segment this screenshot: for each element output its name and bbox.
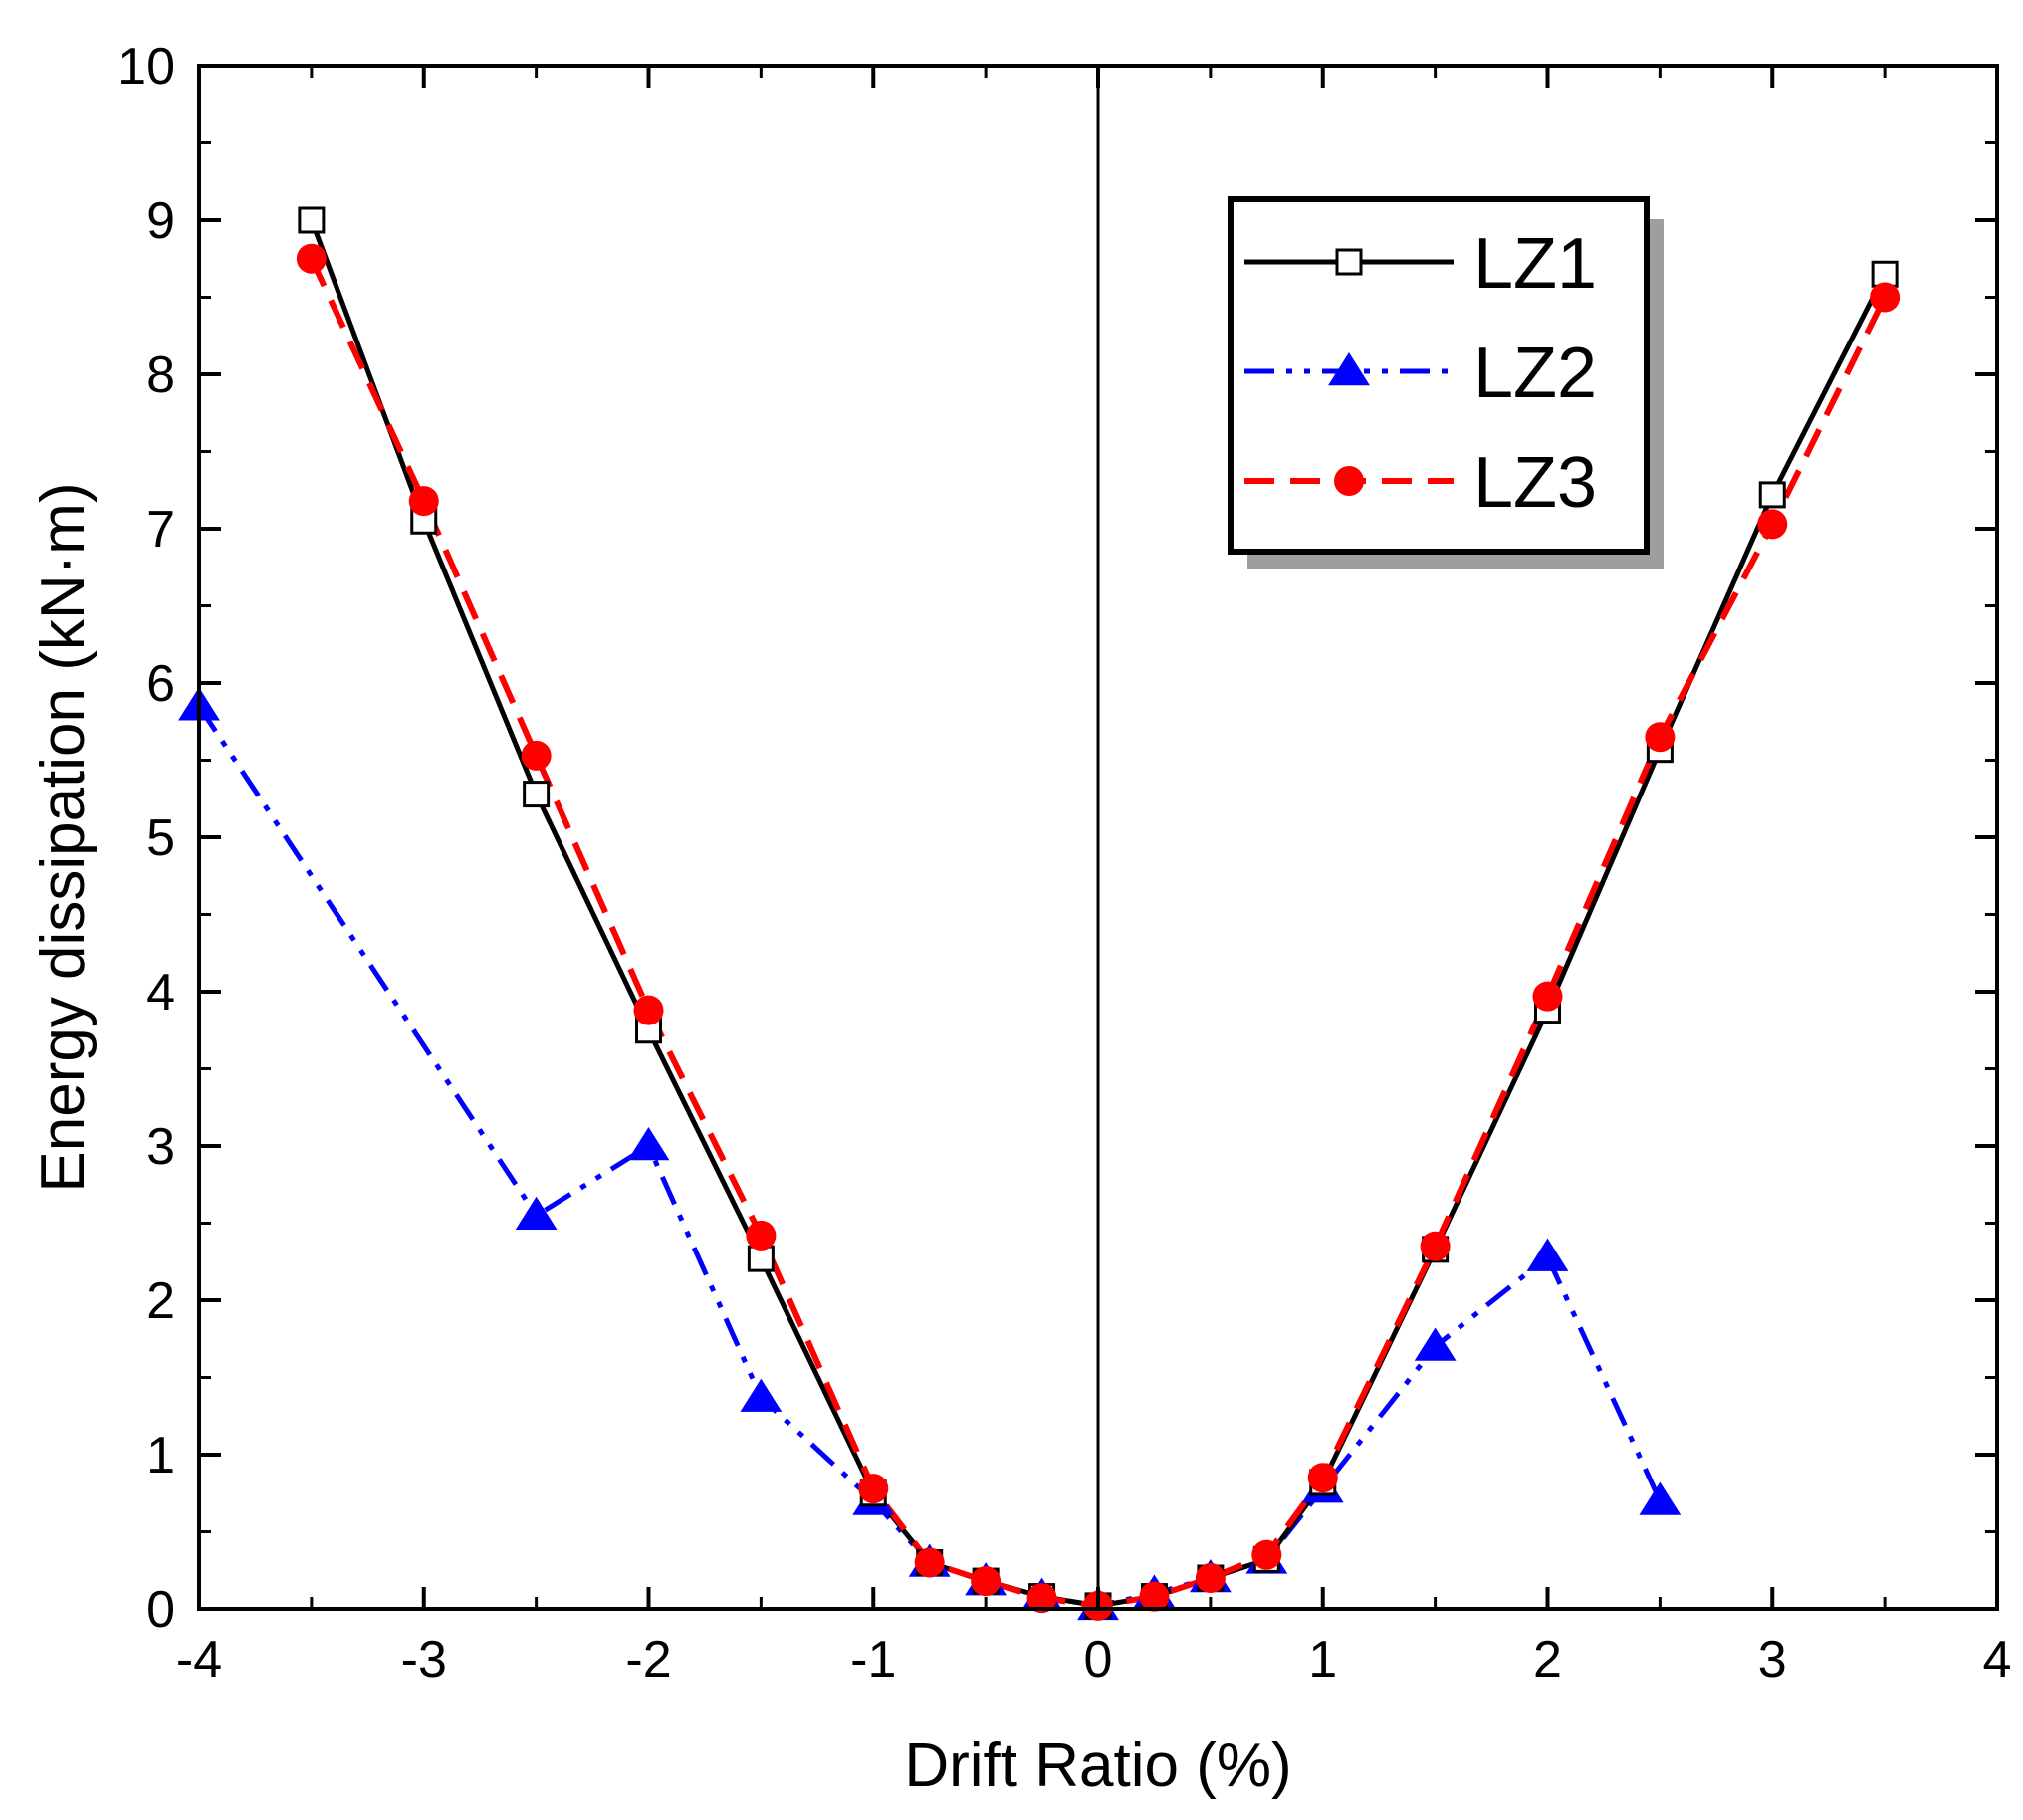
y-axis-ticks: 0 1 2 3 4 5 6 7 8 9 10 — [117, 38, 1997, 1639]
data-point-lz1 — [523, 781, 551, 808]
y-tick-label: 2 — [146, 1272, 175, 1330]
data-point-lz1 — [747, 1245, 775, 1272]
data-point-lz3 — [858, 1474, 889, 1504]
legend-marker-lz1 — [1335, 248, 1363, 276]
legend-label-lz3: LZ3 — [1473, 443, 1597, 523]
legend-box — [1228, 196, 1650, 555]
data-point-lz3 — [1757, 509, 1788, 540]
y-tick-label: 3 — [146, 1118, 175, 1176]
data-point-lz3 — [1307, 1463, 1338, 1493]
y-axis-title: Energy dissipation (kN·m) — [29, 482, 98, 1192]
legend-entry-lz1: LZ1 — [1244, 224, 1597, 304]
y-tick-label: 6 — [146, 655, 175, 713]
x-tick-label: 4 — [1983, 1631, 2012, 1689]
x-axis-title: Drift Ratio (%) — [904, 1731, 1291, 1800]
data-point-lz2 — [1526, 1238, 1569, 1271]
data-point-lz3 — [1532, 981, 1563, 1012]
y-tick-label: 4 — [146, 964, 175, 1022]
x-tick-label: 1 — [1308, 1631, 1337, 1689]
x-tick-label: -4 — [176, 1631, 222, 1689]
x-tick-label: -1 — [850, 1631, 896, 1689]
data-point-lz3 — [296, 243, 327, 274]
y-tick-label: 0 — [146, 1581, 175, 1639]
y-tick-label: 8 — [146, 346, 175, 404]
legend-entry-lz2: LZ2 — [1244, 334, 1597, 413]
data-point-lz3 — [971, 1566, 1002, 1597]
data-point-lz2 — [627, 1127, 670, 1161]
y-tick-label: 10 — [117, 38, 175, 96]
data-point-lz3 — [408, 486, 439, 517]
data-point-lz3 — [1251, 1539, 1282, 1570]
data-point-lz3 — [746, 1220, 777, 1251]
data-point-lz3 — [521, 740, 552, 771]
x-axis-ticks: -4 -3 -2 -1 0 1 2 3 4 — [176, 66, 2012, 1689]
x-tick-label: -3 — [401, 1631, 447, 1689]
data-point-lz2 — [1414, 1327, 1457, 1361]
x-tick-label: 0 — [1084, 1631, 1113, 1689]
data-point-lz2 — [515, 1196, 558, 1230]
legend: LZ1 LZ2 LZ3 — [1228, 196, 1664, 569]
data-point-lz3 — [1870, 282, 1901, 313]
data-point-lz3 — [1195, 1563, 1226, 1593]
y-tick-label: 7 — [146, 501, 175, 559]
data-point-lz2 — [1639, 1481, 1682, 1515]
x-tick-label: -2 — [625, 1631, 671, 1689]
y-tick-label: 1 — [146, 1427, 175, 1484]
data-point-lz3 — [914, 1547, 945, 1578]
legend-label-lz2: LZ2 — [1473, 334, 1597, 413]
x-tick-label: 2 — [1533, 1631, 1562, 1689]
data-point-lz3 — [1420, 1231, 1451, 1261]
y-tick-label: 9 — [146, 192, 175, 250]
data-point-lz3 — [1645, 722, 1676, 753]
x-tick-label: 3 — [1758, 1631, 1787, 1689]
data-point-lz1 — [1758, 481, 1786, 509]
legend-label-lz1: LZ1 — [1473, 224, 1597, 304]
data-point-lz3 — [633, 995, 664, 1025]
data-point-lz3 — [1026, 1583, 1057, 1614]
data-point-lz1 — [298, 206, 326, 234]
legend-marker-lz2 — [1328, 352, 1370, 386]
series-markers-lz3 — [296, 243, 1901, 1621]
y-tick-label: 5 — [146, 809, 175, 867]
data-point-lz2 — [740, 1378, 783, 1412]
legend-marker-lz3 — [1334, 466, 1364, 496]
legend-entry-lz3: LZ3 — [1244, 443, 1597, 523]
data-point-lz3 — [1139, 1581, 1170, 1612]
